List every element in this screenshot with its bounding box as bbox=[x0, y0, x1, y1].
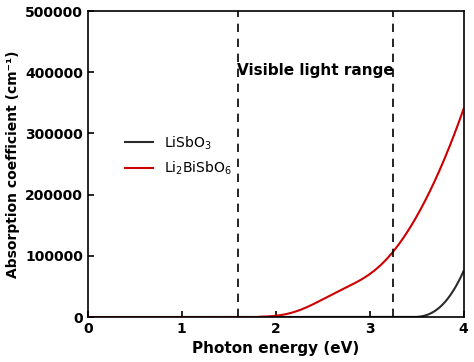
Li$_2$BiSbO$_6$ bbox=[229, 315, 235, 319]
Li$_2$BiSbO$_6$ bbox=[413, 216, 419, 220]
Li$_2$BiSbO$_6$ bbox=[85, 315, 91, 319]
LiSbO$_3$ bbox=[413, 315, 419, 319]
Li$_2$BiSbO$_6$ bbox=[128, 315, 134, 319]
Y-axis label: Absorption coefficient (cm⁻¹): Absorption coefficient (cm⁻¹) bbox=[6, 50, 19, 278]
Line: Li$_2$BiSbO$_6$: Li$_2$BiSbO$_6$ bbox=[88, 109, 464, 317]
Li$_2$BiSbO$_6$ bbox=[461, 107, 466, 111]
Li$_2$BiSbO$_6$ bbox=[453, 127, 459, 131]
Li$_2$BiSbO$_6$ bbox=[246, 315, 251, 319]
LiSbO$_3$ bbox=[229, 315, 235, 319]
LiSbO$_3$ bbox=[246, 315, 251, 319]
Text: Visible light range: Visible light range bbox=[237, 63, 393, 78]
LiSbO$_3$ bbox=[85, 315, 91, 319]
LiSbO$_3$ bbox=[453, 284, 459, 288]
Li$_2$BiSbO$_6$ bbox=[150, 315, 156, 319]
X-axis label: Photon energy (eV): Photon energy (eV) bbox=[192, 341, 359, 357]
Line: LiSbO$_3$: LiSbO$_3$ bbox=[88, 271, 464, 317]
LiSbO$_3$ bbox=[150, 315, 156, 319]
LiSbO$_3$ bbox=[128, 315, 134, 319]
Legend: LiSbO$_3$, Li$_2$BiSbO$_6$: LiSbO$_3$, Li$_2$BiSbO$_6$ bbox=[125, 134, 232, 177]
LiSbO$_3$ bbox=[461, 269, 466, 273]
